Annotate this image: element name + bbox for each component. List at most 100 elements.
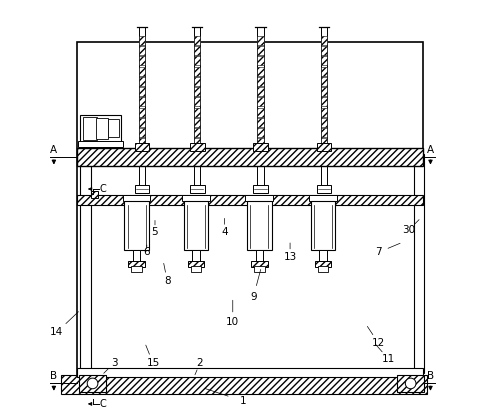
Bar xyxy=(77,42,423,377)
Bar xyxy=(321,87,328,96)
Bar xyxy=(317,266,328,272)
Bar xyxy=(321,108,328,117)
Text: 5: 5 xyxy=(152,227,158,237)
Bar xyxy=(61,375,427,394)
Bar xyxy=(192,250,200,261)
Bar xyxy=(131,266,142,272)
Bar xyxy=(194,138,200,147)
Bar xyxy=(194,46,200,55)
Text: B: B xyxy=(51,372,57,381)
Bar xyxy=(139,108,145,117)
Text: A: A xyxy=(51,145,57,155)
Bar xyxy=(319,250,327,261)
Bar xyxy=(245,195,273,201)
Bar xyxy=(128,261,145,267)
Bar xyxy=(139,118,145,127)
Bar xyxy=(257,36,264,45)
Bar xyxy=(194,128,200,137)
Text: 10: 10 xyxy=(226,317,239,327)
Bar xyxy=(257,87,264,96)
Bar xyxy=(257,56,264,65)
Bar xyxy=(139,128,145,137)
Text: 14: 14 xyxy=(50,327,63,337)
Bar xyxy=(108,120,120,137)
Bar xyxy=(139,56,145,65)
Bar xyxy=(247,201,272,250)
Bar xyxy=(139,138,145,147)
Bar xyxy=(414,154,424,373)
Bar xyxy=(139,67,145,76)
Text: C: C xyxy=(100,399,106,409)
Circle shape xyxy=(405,378,416,389)
Text: 15: 15 xyxy=(146,358,159,368)
Bar xyxy=(139,46,145,55)
Bar xyxy=(257,138,264,147)
Bar xyxy=(79,375,106,392)
Bar xyxy=(194,67,200,76)
Bar xyxy=(311,201,335,250)
Bar xyxy=(139,77,145,86)
Bar xyxy=(253,185,268,193)
Bar xyxy=(139,97,145,106)
Bar xyxy=(190,143,205,151)
Bar xyxy=(257,118,264,127)
Bar xyxy=(317,185,331,193)
Bar xyxy=(194,87,200,96)
Bar xyxy=(257,128,264,137)
Text: 8: 8 xyxy=(164,276,171,286)
Bar xyxy=(251,261,268,267)
Bar xyxy=(77,368,423,377)
Text: 11: 11 xyxy=(382,354,395,364)
Bar xyxy=(321,128,328,137)
Bar xyxy=(91,191,98,198)
Bar xyxy=(194,108,200,117)
Text: A: A xyxy=(427,145,434,155)
Bar xyxy=(257,46,264,55)
Bar xyxy=(321,97,328,106)
Bar xyxy=(194,36,200,45)
Bar xyxy=(139,87,145,96)
Bar xyxy=(135,143,149,151)
Bar xyxy=(135,185,149,193)
Text: 9: 9 xyxy=(250,293,257,302)
Bar xyxy=(321,56,328,65)
Bar xyxy=(188,261,204,267)
Bar xyxy=(133,250,140,261)
Bar xyxy=(78,141,123,147)
Bar xyxy=(139,36,145,45)
Text: 13: 13 xyxy=(283,252,296,261)
Bar xyxy=(257,77,264,86)
Bar xyxy=(77,195,423,206)
Text: 30: 30 xyxy=(402,225,416,235)
Text: 2: 2 xyxy=(197,358,203,368)
Text: C: C xyxy=(100,184,106,194)
Bar xyxy=(256,250,263,261)
Bar xyxy=(194,118,200,127)
Bar xyxy=(257,97,264,106)
Bar xyxy=(77,148,423,166)
Bar xyxy=(194,77,200,86)
Bar xyxy=(182,195,210,201)
Bar xyxy=(83,118,97,140)
Text: 6: 6 xyxy=(143,247,150,257)
Bar xyxy=(321,67,328,76)
Text: 12: 12 xyxy=(371,337,385,348)
Bar xyxy=(124,201,149,250)
Bar xyxy=(321,138,328,147)
Bar xyxy=(81,115,122,142)
Bar xyxy=(122,195,151,201)
Bar xyxy=(257,67,264,76)
Bar xyxy=(321,118,328,127)
Text: 3: 3 xyxy=(111,358,117,368)
Bar xyxy=(321,46,328,55)
Bar xyxy=(194,56,200,65)
Bar xyxy=(96,118,107,139)
Bar xyxy=(398,375,424,392)
Bar xyxy=(184,201,208,250)
Bar xyxy=(321,36,328,45)
Bar xyxy=(309,195,337,201)
Bar xyxy=(321,77,328,86)
Bar xyxy=(190,185,205,193)
Circle shape xyxy=(87,378,98,389)
Bar xyxy=(194,97,200,106)
